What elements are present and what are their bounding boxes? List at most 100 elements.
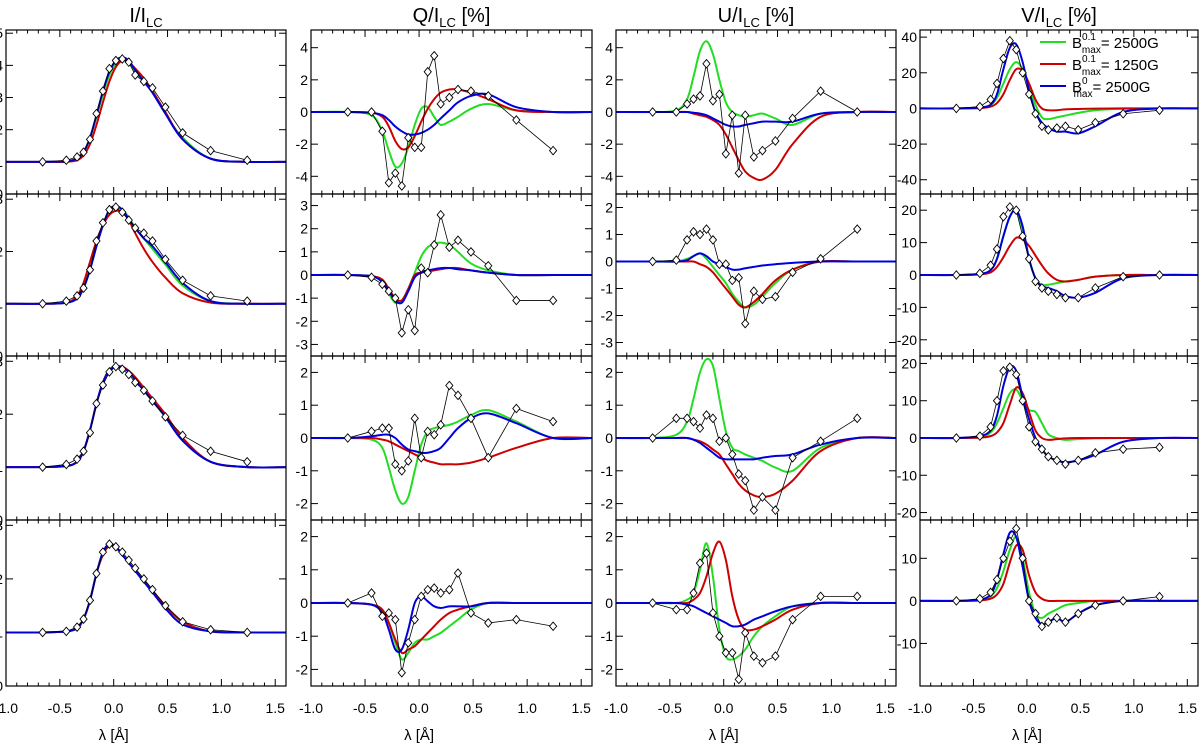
x-tick-label: 0.0: [409, 700, 429, 716]
y-tick-label: 4: [605, 40, 613, 56]
observed-data-point: [992, 244, 1002, 254]
observed-data-point: [734, 272, 743, 283]
observed-data-point: [1118, 444, 1128, 455]
observed-data-point: [410, 413, 419, 424]
observed-data-point: [771, 136, 780, 146]
y-tick-label: 40: [901, 29, 917, 45]
observed-data-point: [1091, 283, 1100, 293]
x-tick-label: -1.0: [604, 700, 628, 716]
observed-data-point: [417, 452, 426, 463]
observed-data-point: [986, 260, 995, 271]
y-tick-label: 0: [605, 254, 613, 270]
y-tick-label: -2: [296, 313, 309, 329]
observed-profile-line: [42, 206, 248, 305]
observed-data-point: [728, 110, 737, 121]
model-curve-blue-2500G-b0: [6, 365, 286, 469]
observed-data-point: [131, 70, 140, 80]
y-tick-label: -2: [296, 661, 309, 677]
observed-data-point: [986, 421, 995, 432]
observed-data-point: [689, 94, 698, 105]
observed-data-point: [816, 253, 825, 264]
observed-data-point: [410, 142, 419, 153]
observed-data-point: [404, 132, 413, 143]
observed-data-point: [986, 94, 995, 105]
observed-data-point: [124, 555, 133, 566]
observed-data-point: [816, 436, 825, 447]
x-tick-label: -1.0: [908, 700, 932, 716]
observed-data-point: [367, 426, 376, 437]
x-axis-label: λ [Å]: [709, 727, 739, 744]
x-tick-label: 0.5: [158, 700, 178, 716]
observed-data-point: [749, 505, 759, 516]
observed-data-point: [391, 459, 400, 470]
model-curve-green-2500G-b01: [920, 535, 1198, 619]
observed-data-point: [98, 380, 108, 390]
model-curve-green-2500G-b01: [311, 102, 592, 169]
observed-data-point: [445, 242, 454, 253]
observed-data-point: [38, 298, 47, 309]
model-curve-red-1250G-b01: [616, 436, 896, 499]
y-tick-label: -40: [897, 172, 917, 188]
observed-data-point: [1155, 591, 1164, 602]
legend-subscript: max: [1082, 45, 1101, 56]
legend-entry: B0 max= 2500G: [1072, 76, 1150, 100]
observed-data-point: [436, 99, 445, 109]
y-tick-label: 1: [0, 154, 3, 170]
legend-value: = 1250G: [1101, 57, 1159, 74]
observed-data-point: [1074, 292, 1083, 303]
x-tick-label: 1.0: [1124, 700, 1144, 716]
panel-U-row-4: -2 -1 0 1 2: [601, 519, 897, 687]
observed-data-point: [702, 58, 711, 69]
model-curve-blue-2500G-b0: [616, 252, 896, 271]
observed-data-point: [1155, 442, 1164, 453]
observed-data-point: [1037, 283, 1047, 293]
observed-data-point: [1061, 121, 1070, 132]
observed-data-point: [1044, 617, 1053, 628]
observed-data-point: [410, 614, 419, 625]
observed-data-point: [1044, 286, 1053, 297]
observed-data-point: [512, 614, 521, 625]
legend-superscript: 0.1: [1082, 54, 1096, 65]
observed-data-point: [453, 568, 463, 579]
observed-data-point: [708, 95, 718, 106]
observed-data-point: [484, 618, 493, 628]
panel-frame: [5, 29, 287, 195]
model-curve-blue-2500G-b0: [920, 42, 1198, 135]
observed-data-point: [788, 113, 797, 124]
observed-data-point: [771, 291, 780, 302]
column-title-suffix: [%]: [760, 5, 794, 27]
observed-data-point: [853, 413, 862, 424]
observed-data-point: [423, 267, 432, 278]
model-curve-green-2500G-b01: [920, 388, 1198, 441]
x-tick-label: 1.0: [212, 700, 232, 716]
model-curve-red-1250G-b01: [616, 259, 896, 309]
observed-data-point: [721, 259, 731, 270]
observed-data-point: [161, 102, 170, 113]
observed-data-point: [816, 591, 825, 602]
observed-data-point: [391, 168, 400, 178]
x-tick-label: 0.5: [1071, 700, 1091, 716]
observed-data-point: [548, 416, 558, 427]
observed-data-point: [445, 584, 454, 595]
y-tick-label: 1: [0, 459, 3, 475]
observed-data-point: [816, 86, 825, 96]
observed-data-point: [72, 291, 82, 301]
y-tick-label: 1: [300, 562, 308, 578]
observed-data-point: [672, 255, 681, 266]
column-title-sub: LC: [1046, 15, 1063, 30]
observed-data-point: [124, 369, 133, 380]
column-title-base: V/I: [1021, 5, 1045, 27]
x-tick-label: 0.0: [1017, 700, 1037, 716]
observed-data-point: [343, 598, 352, 608]
observed-data-point: [728, 449, 737, 460]
observed-data-point: [1024, 421, 1034, 432]
observed-data-point: [436, 588, 445, 598]
model-curve-red-1250G-b01: [920, 236, 1198, 283]
panel-frame: [5, 193, 287, 357]
observed-data-point: [466, 608, 476, 618]
x-axis-label: λ [Å]: [1012, 727, 1042, 744]
observed-data-point: [404, 456, 413, 466]
observed-data-point: [62, 459, 71, 470]
observed-data-point: [62, 296, 71, 307]
y-tick-label: -20: [897, 136, 917, 152]
